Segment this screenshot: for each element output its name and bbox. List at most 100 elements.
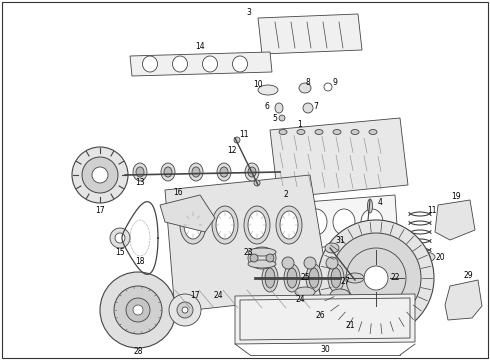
Circle shape: [177, 302, 193, 318]
Ellipse shape: [333, 130, 341, 135]
Ellipse shape: [360, 318, 370, 323]
Text: 21: 21: [345, 320, 355, 329]
Circle shape: [169, 294, 201, 326]
Ellipse shape: [277, 209, 299, 235]
Ellipse shape: [351, 130, 359, 135]
Ellipse shape: [346, 273, 364, 283]
Circle shape: [92, 167, 108, 183]
Ellipse shape: [304, 257, 316, 269]
Ellipse shape: [275, 103, 283, 113]
Text: 6: 6: [265, 102, 270, 111]
Ellipse shape: [248, 211, 266, 239]
Ellipse shape: [265, 268, 275, 288]
Ellipse shape: [331, 268, 341, 288]
Polygon shape: [258, 14, 362, 54]
Ellipse shape: [280, 211, 298, 239]
Circle shape: [182, 307, 188, 313]
Text: 11: 11: [427, 206, 437, 215]
Circle shape: [318, 220, 434, 336]
Ellipse shape: [216, 211, 234, 239]
Ellipse shape: [297, 130, 305, 135]
Ellipse shape: [161, 163, 175, 181]
Polygon shape: [445, 280, 482, 320]
Text: 23: 23: [243, 248, 253, 257]
Text: 13: 13: [135, 177, 145, 186]
Ellipse shape: [248, 167, 256, 177]
Ellipse shape: [295, 287, 315, 297]
Text: 9: 9: [333, 77, 338, 86]
Ellipse shape: [220, 167, 228, 177]
Ellipse shape: [180, 206, 206, 244]
Text: 12: 12: [227, 145, 237, 154]
Text: 29: 29: [463, 271, 473, 280]
Ellipse shape: [325, 243, 339, 253]
Ellipse shape: [282, 257, 294, 269]
Ellipse shape: [356, 315, 374, 325]
Text: 5: 5: [272, 113, 277, 122]
Circle shape: [420, 252, 430, 262]
Ellipse shape: [232, 56, 247, 72]
Circle shape: [115, 233, 125, 243]
Ellipse shape: [279, 115, 285, 121]
Ellipse shape: [258, 85, 278, 95]
Text: 15: 15: [115, 248, 125, 257]
Ellipse shape: [244, 206, 270, 244]
Ellipse shape: [189, 163, 203, 181]
Text: 16: 16: [173, 188, 183, 197]
Ellipse shape: [248, 247, 276, 269]
Circle shape: [133, 305, 143, 315]
Circle shape: [266, 254, 274, 262]
Ellipse shape: [326, 257, 338, 269]
Text: 31: 31: [335, 235, 345, 244]
Text: 19: 19: [451, 192, 461, 201]
Ellipse shape: [299, 83, 311, 93]
Circle shape: [72, 147, 128, 203]
Ellipse shape: [172, 56, 188, 72]
Ellipse shape: [262, 264, 278, 292]
Text: 7: 7: [314, 102, 318, 111]
Text: 10: 10: [253, 80, 263, 89]
Ellipse shape: [279, 130, 287, 135]
Ellipse shape: [315, 130, 323, 135]
Text: 24: 24: [295, 296, 305, 305]
Text: 17: 17: [95, 206, 105, 215]
Text: 18: 18: [135, 257, 145, 266]
Circle shape: [331, 233, 421, 323]
Ellipse shape: [164, 167, 172, 177]
Text: 27: 27: [340, 278, 350, 287]
Circle shape: [100, 272, 176, 348]
Text: 24: 24: [213, 292, 223, 301]
Text: 20: 20: [435, 252, 445, 261]
Text: 26: 26: [315, 311, 325, 320]
Text: 30: 30: [320, 346, 330, 355]
Circle shape: [364, 266, 388, 290]
Text: 17: 17: [190, 292, 200, 301]
Polygon shape: [270, 118, 408, 198]
Ellipse shape: [136, 167, 144, 177]
Polygon shape: [435, 200, 475, 240]
Ellipse shape: [217, 163, 231, 181]
Circle shape: [114, 286, 162, 334]
Ellipse shape: [245, 163, 259, 181]
Ellipse shape: [333, 209, 355, 235]
Text: 1: 1: [297, 120, 302, 129]
Text: 11: 11: [239, 130, 249, 139]
Ellipse shape: [314, 306, 326, 314]
Text: 3: 3: [246, 8, 251, 17]
Ellipse shape: [254, 180, 260, 186]
Polygon shape: [235, 294, 415, 344]
Circle shape: [250, 254, 258, 262]
Text: 8: 8: [306, 77, 310, 86]
Ellipse shape: [248, 260, 276, 268]
Circle shape: [82, 157, 118, 193]
Text: 25: 25: [300, 274, 310, 283]
Ellipse shape: [309, 268, 319, 288]
Text: 2: 2: [284, 189, 289, 198]
Ellipse shape: [305, 209, 327, 235]
Polygon shape: [160, 195, 215, 232]
Circle shape: [110, 228, 130, 248]
Ellipse shape: [202, 56, 218, 72]
Ellipse shape: [415, 252, 435, 262]
Ellipse shape: [330, 289, 350, 301]
Ellipse shape: [287, 268, 297, 288]
